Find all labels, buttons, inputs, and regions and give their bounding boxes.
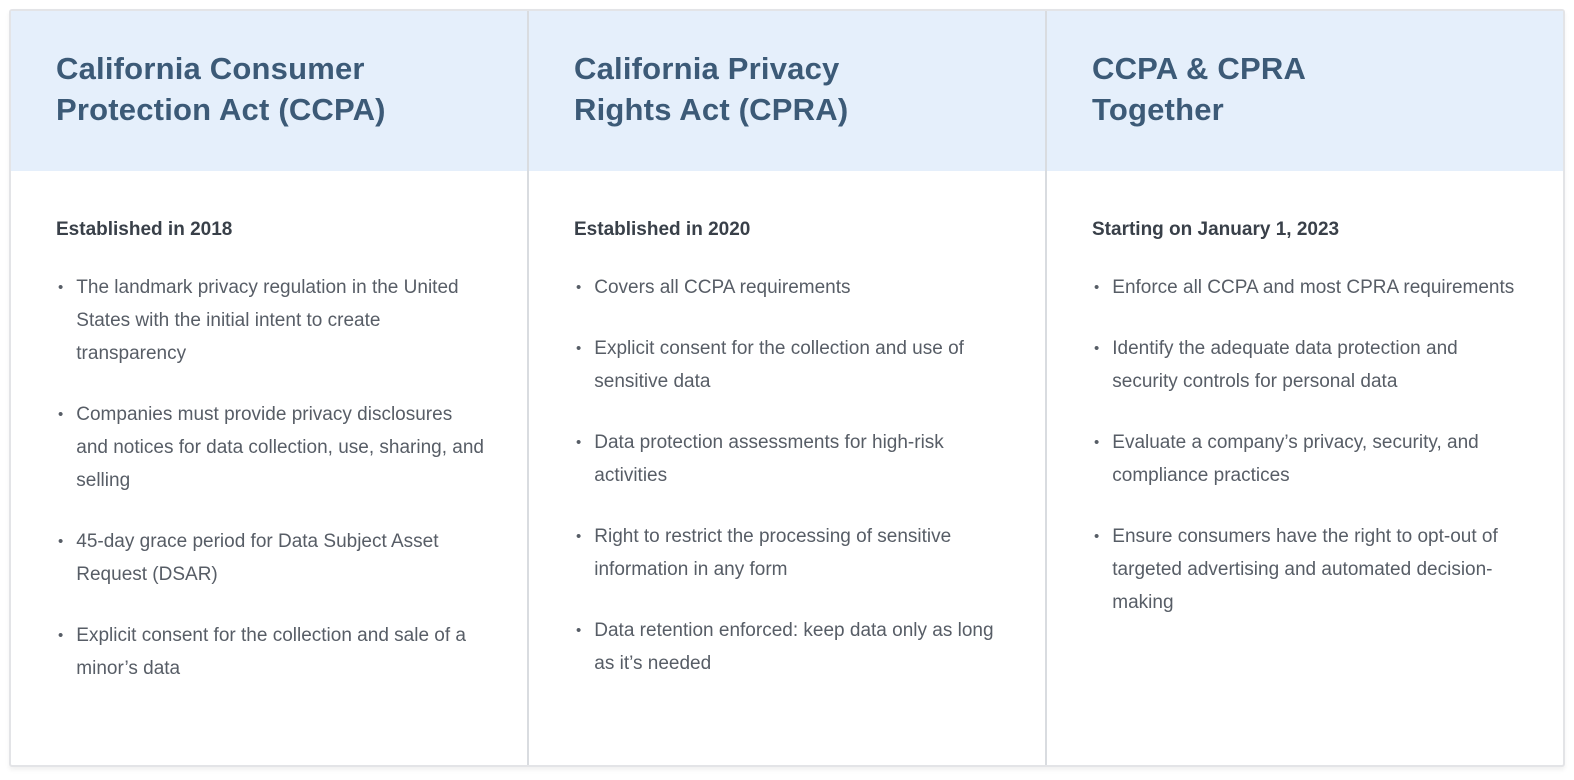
list-item: • Data retention enforced: keep data onl… xyxy=(574,614,1007,680)
column-ccpa: California Consumer Protection Act (CCPA… xyxy=(11,11,527,765)
bullet-text: Data protection assessments for high-ris… xyxy=(594,432,944,486)
bullet-text: Evaluate a company’s privacy, security, … xyxy=(1112,432,1479,486)
bullet-icon: • xyxy=(576,434,582,451)
list-item: • Explicit consent for the collection an… xyxy=(56,619,489,685)
column-together: CCPA & CPRA Together Starting on January… xyxy=(1045,11,1563,765)
bullet-icon: • xyxy=(576,528,582,545)
bullet-text: Data retention enforced: keep data only … xyxy=(594,620,994,674)
list-item: • Data protection assessments for high-r… xyxy=(574,426,1007,492)
bullet-icon: • xyxy=(58,406,64,423)
list-item: • Explicit consent for the collection an… xyxy=(574,332,1007,398)
column-title: California Consumer xyxy=(56,51,365,86)
bullet-list: • Covers all CCPA requirements • Explici… xyxy=(574,271,1007,680)
list-item: • Identify the adequate data protection … xyxy=(1092,332,1525,398)
bullet-text: The landmark privacy regulation in the U… xyxy=(76,277,459,364)
column-ccpa-body: Established in 2018 • The landmark priva… xyxy=(11,171,527,685)
column-ccpa-header: California Consumer Protection Act (CCPA… xyxy=(11,11,527,171)
list-item: • Enforce all CCPA and most CPRA require… xyxy=(1092,271,1525,304)
column-subtitle: Established in 2018 xyxy=(56,219,233,240)
column-title: Together xyxy=(1092,92,1224,127)
column-title: Protection Act (CCPA) xyxy=(56,92,386,127)
list-item: • Covers all CCPA requirements xyxy=(574,271,1007,304)
bullet-icon: • xyxy=(1094,340,1100,357)
bullet-text: Explicit consent for the collection and … xyxy=(76,625,466,679)
list-item: • 45-day grace period for Data Subject A… xyxy=(56,525,489,591)
bullet-icon: • xyxy=(576,622,582,639)
list-item: • Ensure consumers have the right to opt… xyxy=(1092,520,1525,619)
bullet-icon: • xyxy=(1094,279,1100,296)
column-title: California Privacy xyxy=(574,51,840,86)
bullet-text: Ensure consumers have the right to opt-o… xyxy=(1112,526,1498,613)
column-cpra: California Privacy Rights Act (CPRA) Est… xyxy=(527,11,1045,765)
bullet-text: 45-day grace period for Data Subject Ass… xyxy=(76,531,439,585)
column-together-header: CCPA & CPRA Together xyxy=(1047,11,1563,171)
list-item: • The landmark privacy regulation in the… xyxy=(56,271,489,370)
list-item: • Right to restrict the processing of se… xyxy=(574,520,1007,586)
column-title: Rights Act (CPRA) xyxy=(574,92,849,127)
bullet-text: Enforce all CCPA and most CPRA requireme… xyxy=(1112,277,1515,298)
bullet-list: • Enforce all CCPA and most CPRA require… xyxy=(1092,271,1525,619)
bullet-icon: • xyxy=(58,279,64,296)
bullet-icon: • xyxy=(1094,434,1100,451)
column-cpra-body: Established in 2020 • Covers all CCPA re… xyxy=(529,171,1045,680)
bullet-text: Explicit consent for the collection and … xyxy=(594,338,964,392)
bullet-icon: • xyxy=(1094,528,1100,545)
column-subtitle: Starting on January 1, 2023 xyxy=(1092,219,1340,240)
list-item: • Companies must provide privacy disclos… xyxy=(56,398,489,497)
list-item: • Evaluate a company’s privacy, security… xyxy=(1092,426,1525,492)
bullet-icon: • xyxy=(58,533,64,550)
bullet-icon: • xyxy=(576,340,582,357)
column-subtitle: Established in 2020 xyxy=(574,219,751,240)
column-together-body: Starting on January 1, 2023 • Enforce al… xyxy=(1047,171,1563,619)
bullet-icon: • xyxy=(58,627,64,644)
comparison-table: California Consumer Protection Act (CCPA… xyxy=(9,9,1565,767)
bullet-icon: • xyxy=(576,279,582,296)
bullet-text: Right to restrict the processing of sens… xyxy=(594,526,952,580)
bullet-list: • The landmark privacy regulation in the… xyxy=(56,271,489,685)
bullet-text: Covers all CCPA requirements xyxy=(594,277,851,298)
column-title: CCPA & CPRA xyxy=(1092,51,1307,86)
column-cpra-header: California Privacy Rights Act (CPRA) xyxy=(529,11,1045,171)
bullet-text: Identify the adequate data protection an… xyxy=(1112,338,1458,392)
bullet-text: Companies must provide privacy disclosur… xyxy=(76,404,484,491)
